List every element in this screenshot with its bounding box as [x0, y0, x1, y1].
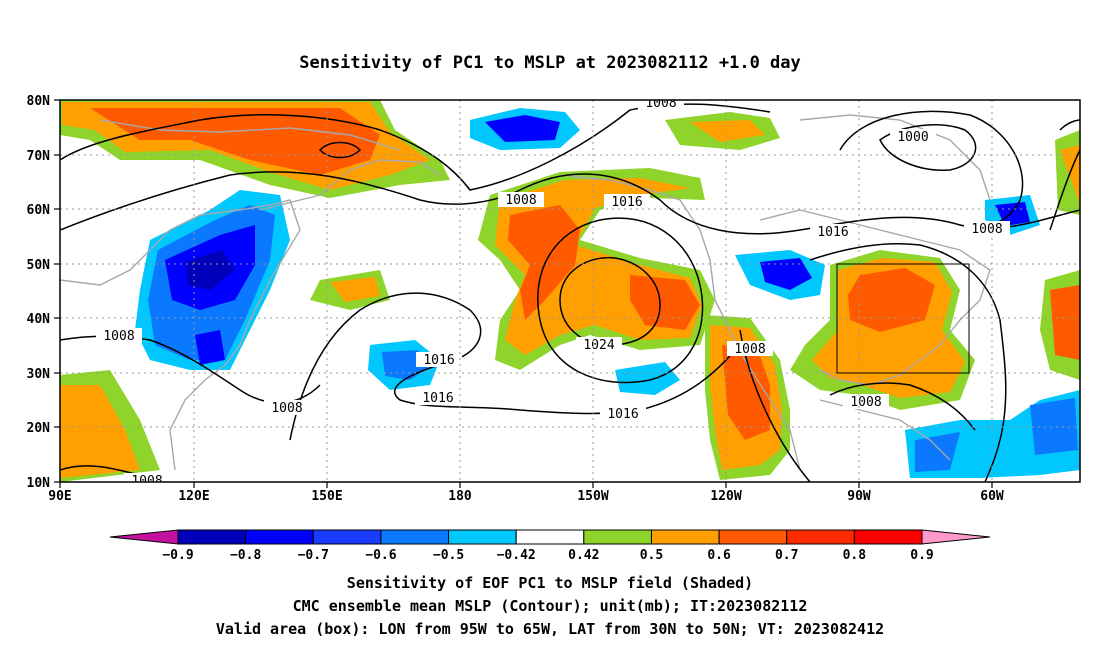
colorbar-label: −0.8	[230, 548, 261, 563]
latitude-labels: 80N 70N 60N 50N 40N 30N 20N 10N	[27, 94, 51, 491]
colorbar-label: −0.7	[298, 548, 329, 563]
contour-label: 1000	[897, 130, 928, 145]
colorbar-label: −0.6	[365, 548, 396, 563]
valid-area-box	[836, 263, 970, 374]
lon-tick-label: 90W	[847, 489, 871, 504]
colorbar-segment	[312, 529, 382, 545]
contour-1016-small-arc	[318, 141, 362, 159]
contour-label: 1008	[971, 222, 1002, 237]
lon-tick-label: 60W	[980, 489, 1004, 504]
contour-label: 1008	[103, 329, 134, 344]
shade-red-arctic-west	[90, 108, 380, 175]
colorbar-label: 0.6	[707, 548, 731, 563]
caption-line-2: CMC ensemble mean MSLP (Contour); unit(m…	[293, 597, 808, 615]
lon-tick-label: 120W	[710, 489, 741, 504]
lat-tick-label: 20N	[27, 421, 51, 436]
colorbar-segment	[380, 529, 450, 545]
lon-tick-label: 120E	[178, 489, 209, 504]
contour-1016-america	[809, 242, 1007, 482]
colorbar-segment	[786, 529, 855, 545]
shade-orange-nw-pacific-small	[330, 277, 380, 302]
colorbar-label: −0.5	[433, 548, 464, 563]
lon-tick-label: 150E	[311, 489, 342, 504]
shade-darkblue-arctic	[485, 115, 560, 142]
shade-orange-arctic-east	[690, 120, 765, 142]
shade-red-atlantic-east	[1050, 285, 1080, 360]
shade-blue-caribbean	[915, 398, 1078, 472]
lat-tick-label: 80N	[27, 94, 51, 109]
colorbar-segment	[583, 529, 652, 545]
lon-tick-label: 180	[448, 489, 472, 504]
contour-label: 1008	[131, 474, 162, 489]
colorbar-label: 0.8	[843, 548, 867, 563]
shade-blue-atlantic	[995, 202, 1030, 226]
colorbar-label: 0.42	[568, 548, 599, 563]
lat-tick-label: 70N	[27, 149, 51, 164]
contour-1016-high-inner	[537, 217, 704, 384]
shade-blue-northamerica	[760, 258, 812, 290]
colorbar-segment	[650, 529, 720, 545]
caption-line-1: Sensitivity of EOF PC1 to MSLP field (Sh…	[347, 574, 753, 592]
shade-red-namerica	[848, 268, 935, 332]
colorbar-segment	[177, 529, 247, 545]
contour-1008-gulf	[829, 382, 976, 431]
colorbar-label: 0.7	[775, 548, 798, 563]
colorbar-label: −0.9	[162, 548, 193, 563]
contour-label: 1016	[611, 195, 642, 210]
contour-label: 1016	[817, 225, 848, 240]
colorbar-left-extension	[109, 529, 179, 545]
caption-line-3: Valid area (box): LON from 95W to 65W, L…	[216, 620, 884, 638]
negative-sensitivity-shading	[135, 108, 1080, 478]
contour-label: 1016	[422, 391, 453, 406]
shade-navy-asia	[185, 250, 235, 290]
contour-1008-low-outer	[839, 110, 1024, 227]
lat-tick-label: 60N	[27, 203, 51, 218]
mslp-contours	[60, 103, 1080, 482]
colorbar-segment	[448, 529, 517, 545]
lat-tick-label: 30N	[27, 367, 51, 382]
lon-tick-label: 90E	[48, 489, 71, 504]
colorbar-label: 0.9	[910, 548, 933, 563]
contour-label: 1016	[423, 353, 454, 368]
colorbar-segment	[718, 529, 788, 545]
contour-1000-low	[879, 124, 977, 171]
gridlines	[60, 100, 1080, 482]
lat-tick-label: 10N	[27, 476, 51, 491]
shade-cyan-pacific-e	[615, 362, 680, 395]
colorbar-segment	[515, 529, 585, 545]
contour-label: 1008	[850, 395, 881, 410]
colorbar-label: 0.5	[640, 548, 663, 563]
figure-title: Sensitivity of PC1 to MSLP at 2023082112…	[299, 53, 801, 73]
shade-red-mexico	[722, 345, 770, 440]
contour-label: 1008	[271, 401, 302, 416]
contour-label: 1008	[734, 342, 765, 357]
shade-orange-south-india	[60, 385, 140, 478]
lon-tick-label: 150W	[577, 489, 608, 504]
lat-tick-label: 40N	[27, 312, 51, 327]
contour-label: 1016	[607, 407, 638, 422]
contour-label: 1024	[583, 338, 614, 353]
contour-label: 1008	[505, 193, 536, 208]
positive-sensitivity-shading	[60, 100, 1080, 482]
contour-1016-north	[60, 171, 1080, 235]
map-panel: 1008 1008 1016 1016 1008 1016 1024 1016 …	[27, 94, 1081, 504]
contour-label-group: 1008 1008 1016 1016 1008 1016 1024 1016 …	[96, 96, 1010, 489]
colorbar: −0.9 −0.8 −0.7 −0.6 −0.5 −0.42 0.42 0.5 0.6 0.7 0.…	[109, 529, 991, 563]
shade-darkblue-asia	[165, 225, 255, 365]
coastlines	[60, 114, 991, 471]
map-frame	[59, 99, 1081, 483]
tick-marks	[54, 99, 993, 488]
lat-tick-label: 50N	[27, 258, 51, 273]
colorbar-segment	[853, 529, 923, 545]
colorbar-right-extension	[921, 529, 991, 545]
colorbar-label: −0.42	[497, 548, 536, 563]
longitude-labels: 90E 120E 150E 180 150W 120W 90W 60W	[48, 489, 1004, 504]
shade-red-pacific-mid	[508, 205, 700, 330]
colorbar-segment	[245, 529, 314, 545]
contour-label: 1008	[645, 96, 676, 111]
